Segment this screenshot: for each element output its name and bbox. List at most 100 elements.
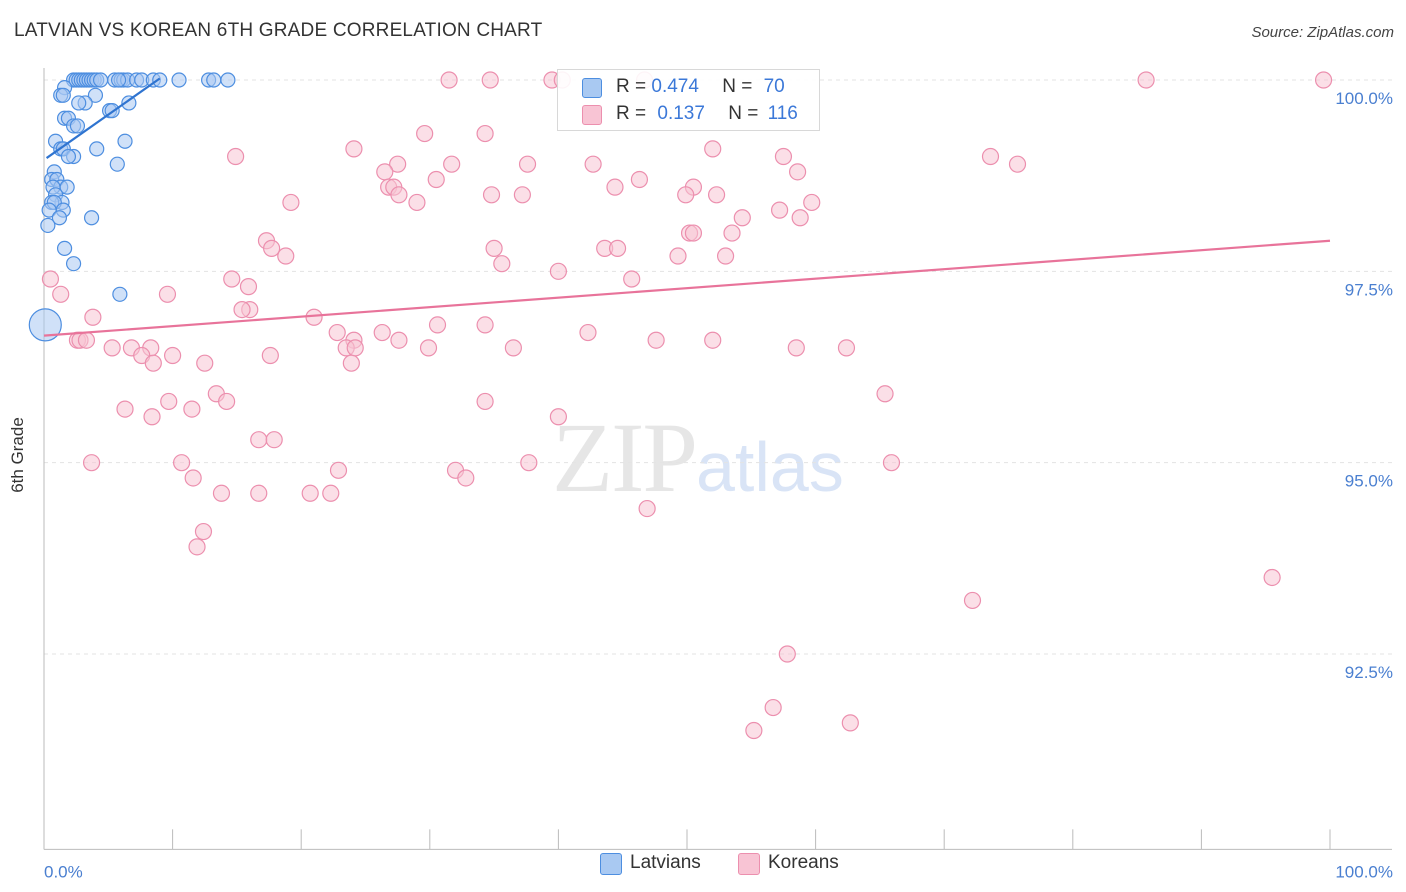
korean-point	[440, 71, 458, 89]
korean-point	[212, 484, 231, 502]
latvian-point	[87, 87, 104, 103]
korean-point	[778, 645, 796, 663]
korean-point	[144, 354, 162, 372]
latvian-n-label: N =	[722, 76, 758, 97]
korean-point	[390, 186, 408, 204]
korean-point	[305, 308, 323, 326]
korean-point	[476, 124, 494, 143]
korean-point	[520, 454, 538, 472]
latvian-point	[51, 210, 68, 226]
tick-labels: 100.0% 97.5% 95.0% 92.5% 0.0% 100.0%	[44, 89, 1393, 881]
source-attribution: Source: ZipAtlas.com	[1251, 24, 1394, 41]
korean-point	[160, 392, 178, 411]
korean-point	[346, 339, 364, 357]
korean-point	[584, 155, 602, 173]
korean-legend-label: Koreans	[768, 852, 839, 873]
korean-point	[277, 247, 295, 265]
latvian-point	[117, 133, 133, 149]
korean-point	[342, 354, 360, 372]
latvian-point	[55, 87, 71, 103]
korean-point	[704, 331, 722, 349]
korean-point	[723, 224, 741, 242]
latvian-points	[28, 72, 236, 342]
korean-point	[373, 323, 391, 342]
korean-point	[485, 239, 503, 257]
latvian-point	[71, 95, 87, 111]
korean-point	[549, 408, 568, 426]
x-tick-label: 100.0%	[1335, 862, 1393, 881]
korean-point	[482, 186, 501, 204]
korean-point	[103, 339, 121, 357]
watermark: ZIPatlas	[552, 400, 844, 515]
korean-point	[328, 323, 346, 342]
korean-point	[82, 454, 101, 472]
latvian-swatch	[582, 78, 602, 98]
korean-point	[322, 484, 340, 502]
korean-point	[513, 186, 531, 204]
latvian-point	[83, 210, 100, 226]
korean-point	[791, 209, 809, 227]
latvian-n-value: 70	[763, 76, 785, 97]
korean-point	[239, 278, 258, 296]
korean-point	[250, 484, 268, 502]
korean-trendline	[43, 239, 1331, 337]
korean-point	[638, 499, 656, 518]
korean-point	[704, 140, 722, 158]
y-tick-label: 92.5%	[1345, 663, 1393, 682]
latvian-point	[110, 72, 127, 88]
latvian-point	[28, 308, 62, 342]
korean-point	[390, 331, 408, 349]
korean-point	[770, 201, 789, 219]
latvian-point	[69, 118, 86, 134]
gridlines	[44, 79, 1392, 655]
korean-point	[493, 255, 511, 273]
korean-point	[183, 400, 201, 418]
latvian-point	[152, 72, 168, 88]
korean-point	[416, 124, 434, 143]
korean-point	[787, 339, 805, 357]
korean-point	[677, 186, 695, 204]
korean-point	[173, 454, 191, 472]
latvian-r-label: R =	[616, 76, 652, 97]
korean-point	[116, 400, 134, 418]
korean-point	[764, 698, 782, 717]
y-tick-label: 97.5%	[1345, 280, 1393, 299]
latvian-point	[89, 141, 105, 157]
bottom-legend-koreans[interactable]: Koreans	[738, 852, 839, 875]
korean-point	[428, 316, 447, 334]
korean-point	[443, 155, 461, 173]
korean-point	[606, 178, 624, 196]
korean-point	[250, 431, 268, 449]
korean-point	[223, 270, 241, 288]
latvian-point	[65, 256, 82, 272]
korean-point	[549, 262, 568, 280]
korean-point	[158, 285, 177, 303]
korean-point	[579, 323, 597, 342]
korean-point	[841, 714, 859, 732]
korean-point	[476, 392, 494, 411]
korean-point	[218, 392, 236, 411]
latvian-point	[112, 286, 128, 302]
bottom-legend-latvians[interactable]: Latvians	[600, 852, 701, 875]
korean-point	[476, 316, 494, 334]
korean-n-value: 116	[767, 103, 798, 124]
korean-point	[301, 484, 319, 502]
trendlines	[43, 77, 1331, 337]
chart-title: LATVIAN VS KOREAN 6TH GRADE CORRELATION …	[14, 20, 543, 41]
latvian-point	[121, 95, 137, 111]
latvian-point	[60, 148, 77, 165]
latvian-point	[206, 72, 222, 88]
korean-point	[669, 247, 687, 265]
korean-point	[1263, 568, 1281, 587]
korean-point	[803, 193, 821, 212]
korean-point	[282, 193, 300, 212]
korean-point	[376, 163, 394, 181]
watermark-atlas: atlas	[696, 428, 844, 506]
axes	[43, 68, 1392, 850]
latvian-point	[220, 72, 236, 88]
korean-point	[143, 408, 161, 426]
korean-point	[1008, 155, 1027, 173]
latvian-r-value: 0.474	[651, 76, 699, 97]
korean-point	[41, 270, 60, 288]
